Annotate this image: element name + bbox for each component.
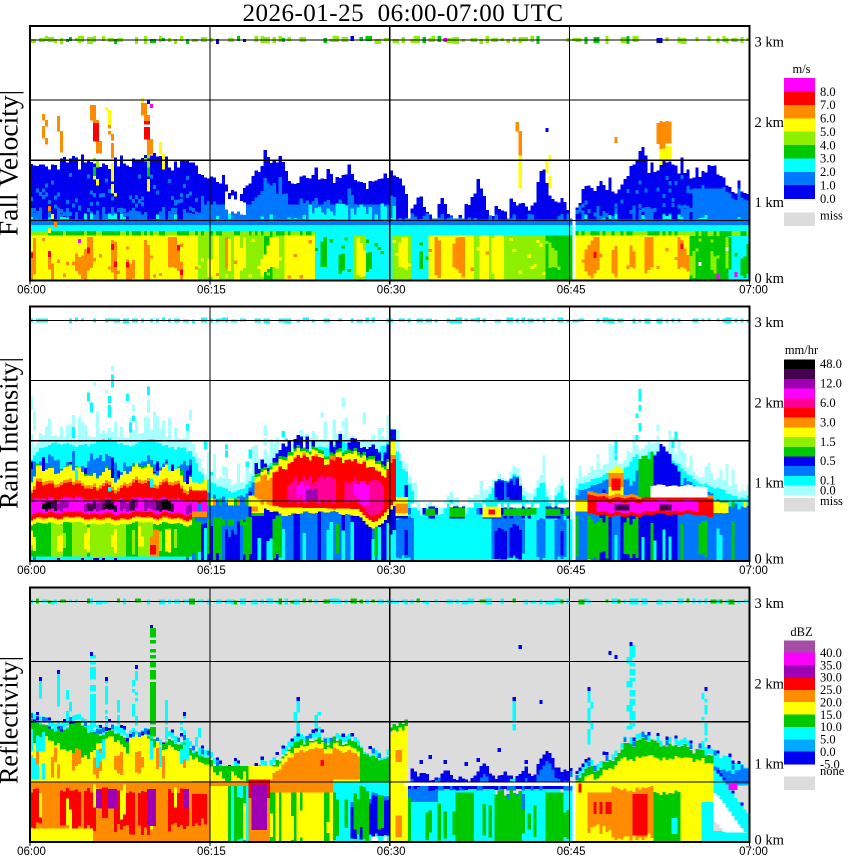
svg-text:-5.0: -5.0 [820,757,840,771]
svg-text:6.0: 6.0 [820,396,836,410]
svg-text:0 km: 0 km [755,833,785,849]
svg-text:Fall Velocity|: Fall Velocity| [0,90,24,236]
svg-text:8.0: 8.0 [820,85,836,99]
svg-text:0.0: 0.0 [820,192,836,206]
svg-text:07:00: 07:00 [739,284,768,296]
svg-text:0.1: 0.1 [820,474,836,488]
svg-text:miss: miss [820,208,843,222]
svg-text:06:30: 06:30 [377,284,406,296]
svg-text:5.0: 5.0 [820,733,836,747]
svg-text:Reflectivity|: Reflectivity| [0,656,24,784]
svg-text:3.0: 3.0 [820,152,836,166]
svg-text:48.0: 48.0 [820,357,842,371]
svg-text:4.0: 4.0 [820,138,836,152]
svg-text:06:45: 06:45 [557,284,586,296]
svg-text:2 km: 2 km [755,677,785,693]
svg-text:3 km: 3 km [755,315,785,331]
svg-text:10.0: 10.0 [820,720,842,734]
svg-text:none: none [820,764,845,778]
svg-text:06:15: 06:15 [197,284,226,296]
svg-text:0.0: 0.0 [820,745,836,759]
svg-text:0.5: 0.5 [820,454,836,468]
svg-text:12.0: 12.0 [820,377,842,391]
svg-text:06:45: 06:45 [557,846,586,858]
svg-text:06:00: 06:00 [17,565,46,577]
svg-text:30.0: 30.0 [820,671,842,685]
svg-text:2.0: 2.0 [820,165,836,179]
svg-text:0.0: 0.0 [820,483,836,497]
svg-text:06:15: 06:15 [197,846,226,858]
svg-text:15.0: 15.0 [820,708,842,722]
svg-text:1 km: 1 km [755,195,785,211]
svg-text:dBZ: dBZ [790,625,812,639]
svg-text:1.5: 1.5 [820,435,836,449]
svg-text:miss: miss [820,494,843,508]
svg-text:06:30: 06:30 [377,846,406,858]
svg-text:40.0: 40.0 [820,646,842,660]
svg-text:7.0: 7.0 [820,98,836,112]
svg-text:2 km: 2 km [755,115,785,131]
svg-text:3.0: 3.0 [820,415,836,429]
svg-text:mm/hr: mm/hr [785,343,819,357]
svg-text:06:45: 06:45 [557,565,586,577]
svg-text:06:00: 06:00 [17,846,46,858]
svg-text:0 km: 0 km [755,271,785,287]
svg-text:25.0: 25.0 [820,683,842,697]
svg-text:6.0: 6.0 [820,112,836,126]
svg-text:Rain Intensity|: Rain Intensity| [0,357,24,509]
svg-text:2026-01-25 06:00-07:00 UTC: 2026-01-25 06:00-07:00 UTC [242,0,563,27]
svg-text:20.0: 20.0 [820,695,842,709]
svg-text:07:00: 07:00 [739,846,768,858]
svg-text:5.0: 5.0 [820,125,836,139]
svg-text:3 km: 3 km [755,596,785,612]
svg-text:07:00: 07:00 [739,565,768,577]
svg-text:1 km: 1 km [755,476,785,492]
svg-text:1 km: 1 km [755,757,785,773]
svg-text:06:15: 06:15 [197,565,226,577]
svg-text:1.0: 1.0 [820,179,836,193]
svg-text:35.0: 35.0 [820,658,842,672]
svg-text:2 km: 2 km [755,396,785,412]
svg-text:m/s: m/s [792,62,810,76]
svg-text:3 km: 3 km [755,35,785,51]
svg-text:0 km: 0 km [755,552,785,568]
svg-text:06:00: 06:00 [17,284,46,296]
svg-text:06:30: 06:30 [377,565,406,577]
